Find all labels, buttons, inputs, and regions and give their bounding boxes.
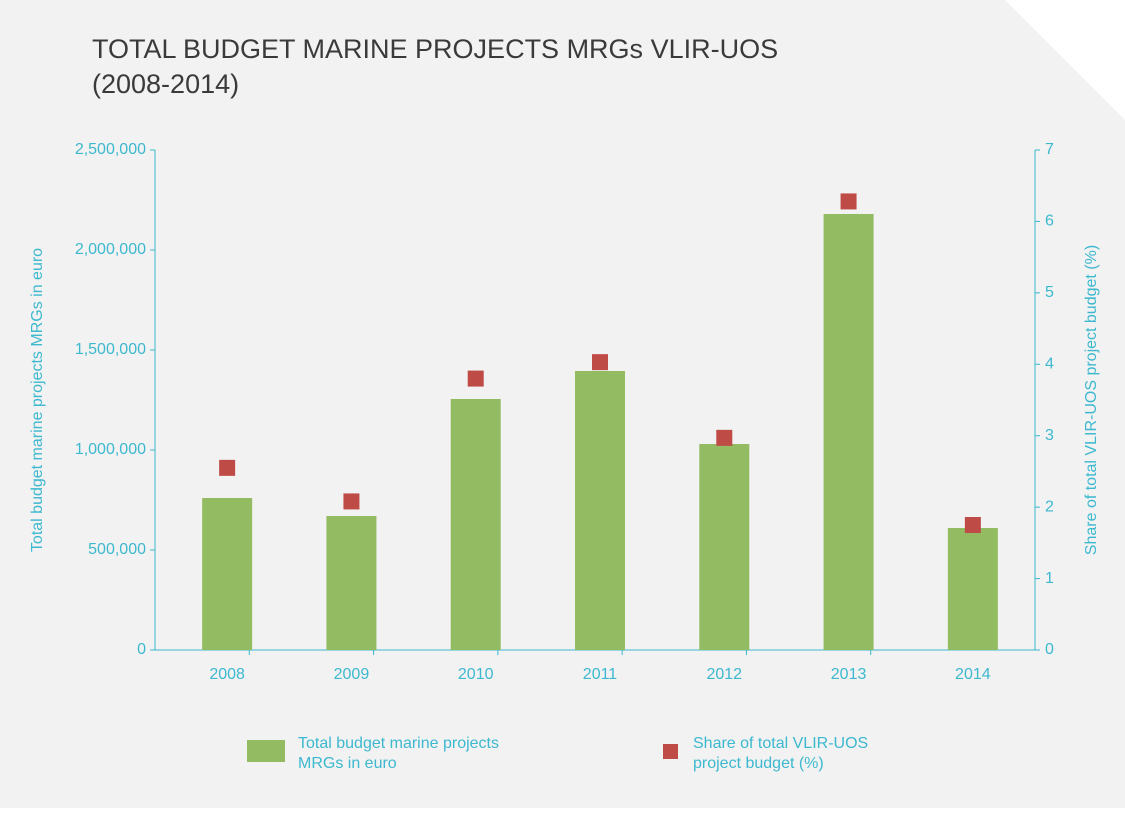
marker — [964, 517, 981, 533]
bar — [699, 444, 750, 650]
marker — [716, 429, 733, 446]
bar — [947, 528, 998, 650]
y2-tick-label: 0 — [1045, 641, 1054, 658]
y2-tick-label: 5 — [1045, 284, 1054, 301]
x-tick-label: 2009 — [334, 666, 370, 683]
bar — [575, 371, 625, 650]
legend-label: project budget (%) — [693, 755, 824, 772]
marker — [840, 193, 857, 210]
bar — [202, 498, 253, 650]
bar — [450, 399, 501, 650]
marker — [343, 493, 360, 510]
y2-tick-label: 3 — [1045, 427, 1054, 444]
y2-tick-label: 4 — [1045, 356, 1054, 373]
x-tick-label: 2012 — [706, 666, 742, 683]
y2-axis-label: Share of total VLIR-UOS project budget (… — [1083, 245, 1100, 555]
legend-label: MRGs in euro — [298, 755, 397, 772]
y-tick-label: 500,000 — [88, 541, 146, 558]
x-tick-label: 2010 — [458, 666, 494, 683]
legend-label: Share of total VLIR-UOS — [693, 735, 868, 752]
marker — [219, 459, 236, 476]
y-tick-label: 2,500,000 — [75, 141, 146, 158]
y-axis-label: Total budget marine projects MRGs in eur… — [29, 248, 46, 552]
legend-label: Total budget marine projects — [298, 735, 499, 752]
y-tick-label: 1,000,000 — [75, 441, 146, 458]
bar — [326, 516, 377, 650]
x-tick-label: 2014 — [955, 666, 991, 683]
marker — [467, 370, 484, 387]
y-tick-label: 1,500,000 — [75, 341, 146, 358]
chart-title: TOTAL BUDGET MARINE PROJECTS MRGs VLIR-U… — [92, 34, 778, 64]
x-tick-label: 2008 — [209, 666, 245, 683]
y2-tick-label: 6 — [1045, 213, 1054, 230]
y-tick-label: 0 — [137, 641, 146, 658]
y2-tick-label: 2 — [1045, 498, 1054, 515]
bar — [823, 214, 874, 650]
legend-swatch — [663, 744, 678, 759]
y2-tick-label: 7 — [1045, 141, 1054, 158]
x-tick-label: 2011 — [583, 666, 618, 683]
y-tick-label: 2,000,000 — [75, 241, 146, 258]
y2-tick-label: 1 — [1045, 570, 1054, 587]
chart-title: (2008-2014) — [92, 69, 239, 99]
x-tick-label: 2013 — [831, 666, 867, 683]
legend-swatch — [247, 740, 285, 762]
marker — [592, 354, 608, 371]
